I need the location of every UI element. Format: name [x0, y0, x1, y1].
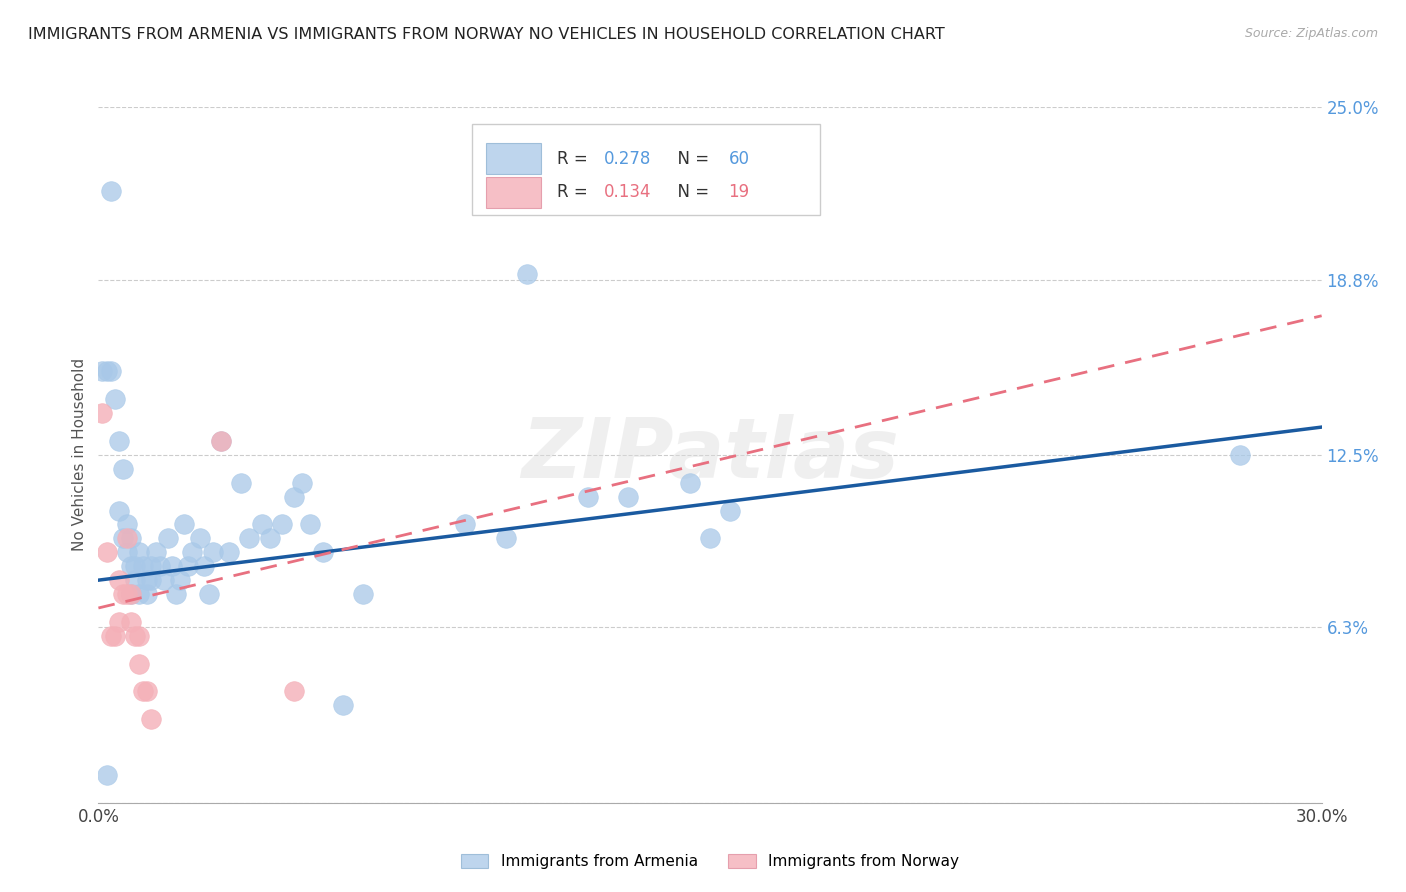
Point: [136, 587, 159, 601]
Point: [181, 545, 204, 559]
Point: [96, 545, 118, 559]
Point: [96, 364, 118, 378]
FancyBboxPatch shape: [471, 124, 820, 215]
Point: [495, 532, 517, 546]
Point: [96, 768, 118, 782]
Text: ZIPatlas: ZIPatlas: [522, 415, 898, 495]
Point: [108, 615, 131, 629]
Y-axis label: No Vehicles in Household: No Vehicles in Household: [72, 359, 87, 551]
Point: [173, 517, 195, 532]
Point: [132, 559, 155, 574]
Point: [132, 684, 155, 698]
Point: [100, 184, 122, 198]
Point: [291, 475, 314, 490]
Point: [111, 462, 134, 476]
FancyBboxPatch shape: [486, 144, 541, 174]
Point: [108, 573, 131, 587]
Point: [108, 503, 131, 517]
Point: [128, 657, 150, 671]
Point: [120, 532, 142, 546]
Point: [201, 545, 224, 559]
Point: [238, 532, 260, 546]
Point: [250, 517, 273, 532]
Point: [299, 517, 322, 532]
Point: [128, 587, 150, 601]
Point: [104, 629, 127, 643]
Point: [91, 406, 114, 420]
Point: [115, 545, 138, 559]
Text: Source: ZipAtlas.com: Source: ZipAtlas.com: [1244, 27, 1378, 40]
Point: [576, 490, 599, 504]
Legend: Immigrants from Armenia, Immigrants from Norway: Immigrants from Armenia, Immigrants from…: [456, 847, 965, 875]
Point: [115, 517, 138, 532]
Point: [332, 698, 354, 713]
Point: [115, 587, 138, 601]
Text: R =: R =: [557, 183, 593, 202]
Point: [169, 573, 191, 587]
Point: [516, 267, 538, 281]
Point: [177, 559, 200, 574]
Point: [188, 532, 212, 546]
Point: [283, 490, 305, 504]
Point: [165, 587, 187, 601]
Point: [141, 559, 163, 574]
Point: [218, 545, 240, 559]
Point: [128, 545, 150, 559]
Point: [454, 517, 477, 532]
Point: [283, 684, 305, 698]
Point: [120, 587, 142, 601]
Point: [197, 587, 219, 601]
Point: [699, 532, 721, 546]
Point: [152, 573, 174, 587]
Point: [617, 490, 640, 504]
Point: [160, 559, 183, 574]
Point: [128, 629, 150, 643]
Point: [120, 587, 142, 601]
Text: 19: 19: [728, 183, 749, 202]
Point: [231, 475, 253, 490]
Point: [679, 475, 702, 490]
Text: 0.278: 0.278: [603, 150, 651, 168]
Point: [136, 684, 159, 698]
Point: [108, 434, 131, 448]
Point: [100, 629, 122, 643]
Point: [115, 532, 138, 546]
Text: R =: R =: [557, 150, 593, 168]
Point: [149, 559, 172, 574]
Point: [209, 434, 232, 448]
Point: [259, 532, 281, 546]
Point: [124, 629, 146, 643]
Point: [156, 532, 179, 546]
Text: N =: N =: [668, 150, 714, 168]
Text: N =: N =: [668, 183, 714, 202]
Point: [720, 503, 742, 517]
Point: [111, 532, 134, 546]
Point: [312, 545, 335, 559]
Point: [124, 573, 146, 587]
Point: [352, 587, 374, 601]
FancyBboxPatch shape: [486, 177, 541, 208]
Point: [1229, 448, 1251, 462]
Point: [104, 392, 127, 407]
Point: [145, 545, 167, 559]
Point: [136, 573, 159, 587]
Text: 0.134: 0.134: [603, 183, 651, 202]
Point: [91, 364, 114, 378]
Point: [141, 712, 163, 726]
Point: [209, 434, 232, 448]
Text: IMMIGRANTS FROM ARMENIA VS IMMIGRANTS FROM NORWAY NO VEHICLES IN HOUSEHOLD CORRE: IMMIGRANTS FROM ARMENIA VS IMMIGRANTS FR…: [28, 27, 945, 42]
Point: [270, 517, 294, 532]
Point: [141, 573, 163, 587]
Point: [193, 559, 215, 574]
Point: [100, 364, 122, 378]
Text: 60: 60: [728, 150, 749, 168]
Point: [111, 587, 134, 601]
Point: [120, 615, 142, 629]
Point: [120, 559, 142, 574]
Point: [124, 559, 146, 574]
